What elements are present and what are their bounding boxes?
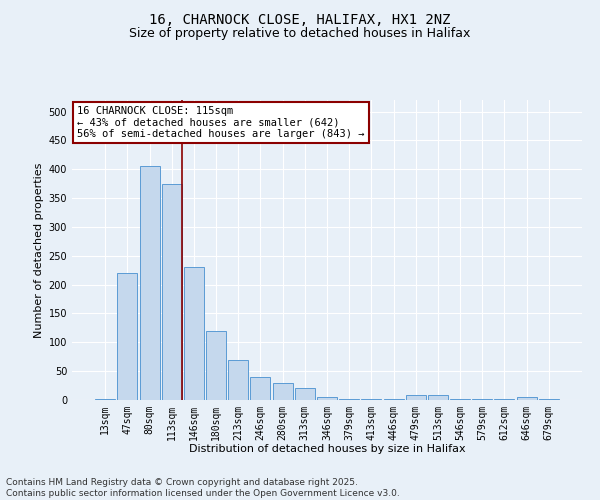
Y-axis label: Number of detached properties: Number of detached properties [34,162,44,338]
Bar [339,399,359,400]
Bar [317,397,337,400]
Bar [428,396,448,400]
Text: Size of property relative to detached houses in Halifax: Size of property relative to detached ho… [130,28,470,40]
Bar [295,388,315,400]
Bar [517,397,536,400]
Bar [272,382,293,400]
Text: 16, CHARNOCK CLOSE, HALIFAX, HX1 2NZ: 16, CHARNOCK CLOSE, HALIFAX, HX1 2NZ [149,12,451,26]
Bar [250,377,271,400]
Text: Contains HM Land Registry data © Crown copyright and database right 2025.
Contai: Contains HM Land Registry data © Crown c… [6,478,400,498]
Bar [118,273,137,400]
Bar [184,268,204,400]
Text: 16 CHARNOCK CLOSE: 115sqm
← 43% of detached houses are smaller (642)
56% of semi: 16 CHARNOCK CLOSE: 115sqm ← 43% of detac… [77,106,365,139]
Bar [228,360,248,400]
Bar [162,184,182,400]
X-axis label: Distribution of detached houses by size in Halifax: Distribution of detached houses by size … [188,444,466,454]
Bar [206,331,226,400]
Bar [140,166,160,400]
Bar [95,399,115,400]
Bar [406,396,426,400]
